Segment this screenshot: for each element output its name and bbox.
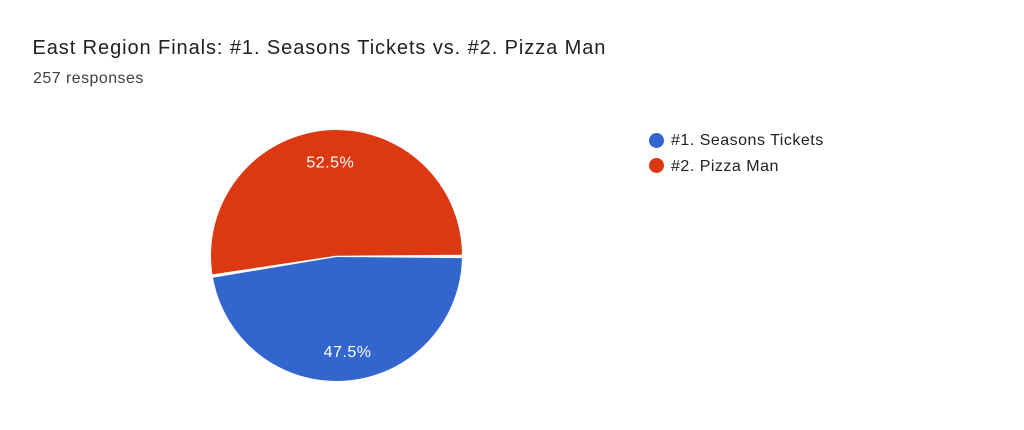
svg-text:52.5%: 52.5% [306,154,354,171]
svg-text:47.5%: 47.5% [324,344,372,361]
